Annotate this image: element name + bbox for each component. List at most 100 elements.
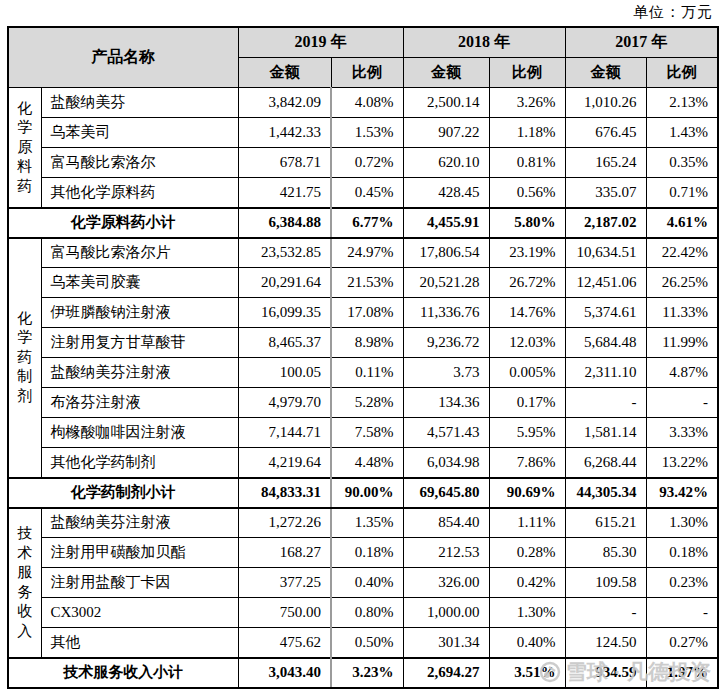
ratio-cell: 3.33% [646, 418, 718, 448]
header-ratio-2018: 比例 [489, 58, 565, 88]
amount-cell: 1,442.33 [238, 118, 331, 148]
table-row: 乌苯美司胶囊20,291.6421.53%20,521.2826.72%12,4… [8, 268, 718, 298]
ratio-cell: - [646, 388, 718, 418]
ratio-cell: 0.40% [331, 568, 403, 598]
group-label: 技术服务收入 [8, 508, 41, 658]
product-name-cell: 注射用盐酸丁卡因 [41, 568, 238, 598]
ratio-cell: 0.35% [646, 148, 718, 178]
subtotal-amount-cell: 4,455.91 [403, 208, 489, 238]
amount-cell: 1,581.14 [565, 418, 646, 448]
subtotal-label: 化学药制剂小计 [8, 478, 238, 508]
subtotal-amount-cell: 2,694.27 [403, 658, 489, 688]
subtotal-row: 技术服务收入小计3,043.403.23%2,694.273.51%934.59… [8, 658, 718, 688]
amount-cell: 23,532.85 [238, 238, 331, 268]
amount-cell: 16,099.35 [238, 298, 331, 328]
amount-cell: 5,374.61 [565, 298, 646, 328]
amount-cell: 2,500.14 [403, 88, 489, 118]
ratio-cell: 0.40% [489, 628, 565, 658]
amount-cell: 1,010.26 [565, 88, 646, 118]
amount-cell: 109.58 [565, 568, 646, 598]
product-name-cell: 富马酸比索洛尔片 [41, 238, 238, 268]
subtotal-row: 化学原料药小计6,384.886.77%4,455.915.80%2,187.0… [8, 208, 718, 238]
unit-label: 单位：万元 [633, 3, 713, 22]
amount-cell: 907.22 [403, 118, 489, 148]
ratio-cell: 1.43% [646, 118, 718, 148]
table-row: 布洛芬注射液4,979.705.28%134.360.17%-- [8, 388, 718, 418]
subtotal-label: 技术服务收入小计 [8, 658, 238, 688]
amount-cell: 301.34 [403, 628, 489, 658]
amount-cell: 678.71 [238, 148, 331, 178]
ratio-cell: 0.28% [489, 538, 565, 568]
ratio-cell: 14.76% [489, 298, 565, 328]
product-name-cell: 盐酸纳美芬 [41, 88, 238, 118]
amount-cell: - [565, 388, 646, 418]
ratio-cell: 0.72% [331, 148, 403, 178]
ratio-cell: 1.30% [489, 598, 565, 628]
amount-cell: 4,979.70 [238, 388, 331, 418]
amount-cell: 20,521.28 [403, 268, 489, 298]
header-year-row: 产品名称 2019 年 2018 年 2017 年 [8, 27, 718, 58]
amount-cell: 428.45 [403, 178, 489, 208]
amount-cell: 3,842.09 [238, 88, 331, 118]
amount-cell: 168.27 [238, 538, 331, 568]
amount-cell: 1,000.00 [403, 598, 489, 628]
subtotal-ratio-cell: 6.77% [331, 208, 403, 238]
table-row: 注射用复方甘草酸苷8,465.378.98%9,236.7212.03%5,68… [8, 328, 718, 358]
header-year-2019: 2019 年 [238, 27, 403, 58]
amount-cell: 3.73 [403, 358, 489, 388]
table-header: 产品名称 2019 年 2018 年 2017 年 金额 比例 金额 比例 金额… [8, 27, 718, 88]
table-body: 化学原料药盐酸纳美芬3,842.094.08%2,500.143.26%1,01… [8, 88, 718, 688]
amount-cell: 8,465.37 [238, 328, 331, 358]
ratio-cell: 22.42% [646, 238, 718, 268]
ratio-cell: 4.08% [331, 88, 403, 118]
ratio-cell: 0.80% [331, 598, 403, 628]
amount-cell: 2,311.10 [565, 358, 646, 388]
ratio-cell: 4.87% [646, 358, 718, 388]
product-name-cell: 盐酸纳美芬注射液 [41, 358, 238, 388]
subtotal-ratio-cell: 90.00% [331, 478, 403, 508]
ratio-cell: 17.08% [331, 298, 403, 328]
ratio-cell: 0.17% [489, 388, 565, 418]
amount-cell: 6,034.98 [403, 448, 489, 478]
header-ratio-2017: 比例 [646, 58, 718, 88]
amount-cell: 12,451.06 [565, 268, 646, 298]
amount-cell: - [565, 598, 646, 628]
product-name-cell: 枸橼酸咖啡因注射液 [41, 418, 238, 448]
table-row: 富马酸比索洛尔678.710.72%620.100.81%165.240.35% [8, 148, 718, 178]
table-row: 盐酸纳美芬注射液100.050.11%3.730.005%2,311.104.8… [8, 358, 718, 388]
ratio-cell: 0.81% [489, 148, 565, 178]
ratio-cell: 1.35% [331, 508, 403, 538]
amount-cell: 620.10 [403, 148, 489, 178]
ratio-cell: 0.50% [331, 628, 403, 658]
ratio-cell: 13.22% [646, 448, 718, 478]
subtotal-ratio-cell: 3.51% [489, 658, 565, 688]
product-name-cell: 其他 [41, 628, 238, 658]
ratio-cell: 5.95% [489, 418, 565, 448]
subtotal-amount-cell: 3,043.40 [238, 658, 331, 688]
amount-cell: 5,684.48 [565, 328, 646, 358]
ratio-cell: 1.11% [489, 508, 565, 538]
table-row: 技术服务收入盐酸纳美芬注射液1,272.261.35%854.401.11%61… [8, 508, 718, 538]
table-row: 枸橼酸咖啡因注射液7,144.717.58%4,571.435.95%1,581… [8, 418, 718, 448]
header-ratio-2019: 比例 [331, 58, 403, 88]
amount-cell: 335.07 [565, 178, 646, 208]
ratio-cell: 26.72% [489, 268, 565, 298]
ratio-cell: 0.11% [331, 358, 403, 388]
table-row: 注射用盐酸丁卡因377.250.40%326.000.42%109.580.23… [8, 568, 718, 598]
product-name-cell: 注射用复方甘草酸苷 [41, 328, 238, 358]
table-row: 化学原料药盐酸纳美芬3,842.094.08%2,500.143.26%1,01… [8, 88, 718, 118]
table-row: 其他化学原料药421.750.45%428.450.56%335.070.71% [8, 178, 718, 208]
table-row: 注射用甲磺酸加贝酯168.270.18%212.530.28%85.300.18… [8, 538, 718, 568]
ratio-cell: 0.18% [646, 538, 718, 568]
amount-cell: 4,571.43 [403, 418, 489, 448]
ratio-cell: 0.005% [489, 358, 565, 388]
table-row: 其他475.620.50%301.340.40%124.500.27% [8, 628, 718, 658]
product-name-cell: CX3002 [41, 598, 238, 628]
ratio-cell: 3.26% [489, 88, 565, 118]
table-row: 乌苯美司1,442.331.53%907.221.18%676.451.43% [8, 118, 718, 148]
amount-cell: 854.40 [403, 508, 489, 538]
amount-cell: 377.25 [238, 568, 331, 598]
subtotal-ratio-cell: 5.80% [489, 208, 565, 238]
product-name-cell: 盐酸纳美芬注射液 [41, 508, 238, 538]
group-label: 化学药制剂 [8, 238, 41, 478]
